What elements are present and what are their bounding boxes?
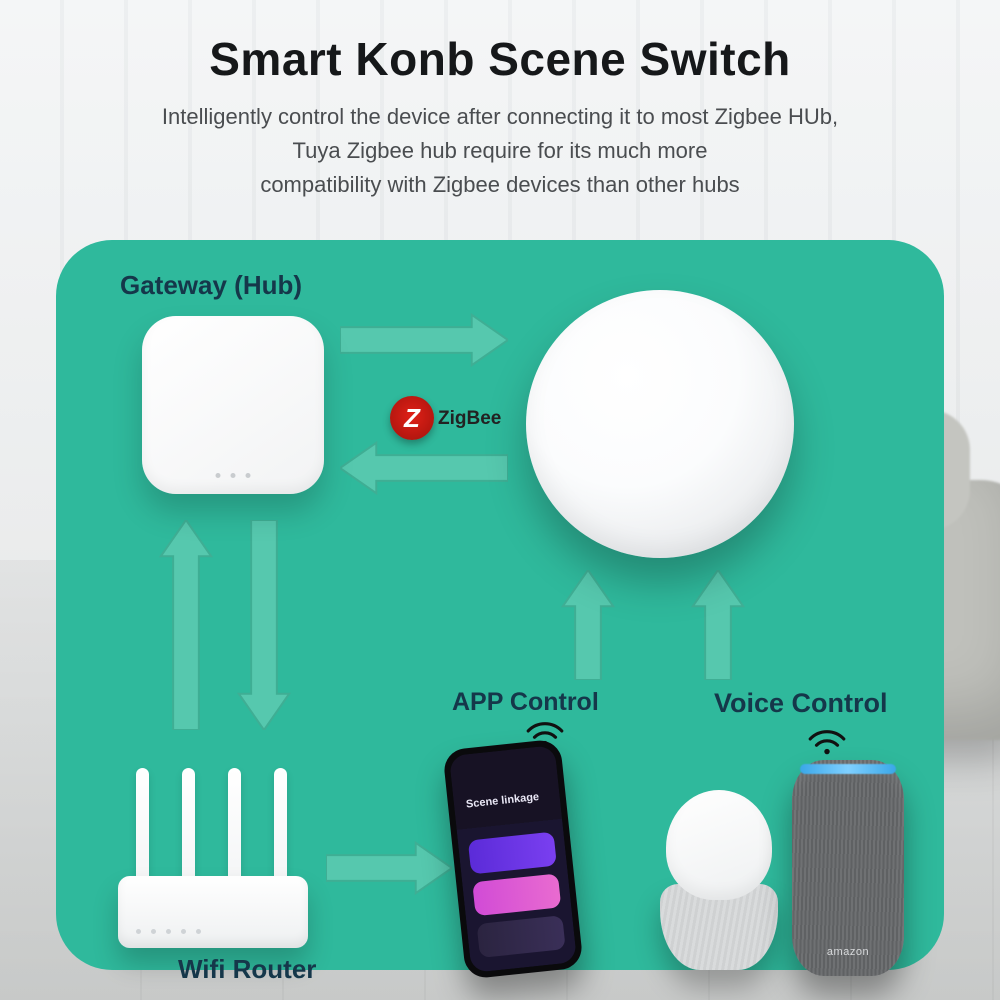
speaker-top [666,790,772,900]
wifi-icon [806,724,848,756]
page-subtitle: Intelligently control the device after c… [70,100,930,202]
google-home-speaker [660,790,778,970]
arrow-knob-to-hub-bot [340,440,508,496]
subtitle-line-2: Tuya Zigbee hub require for its much mor… [293,138,708,163]
subtitle-line-1: Intelligently control the device after c… [162,104,838,129]
zigbee-label: ZigBee [438,408,501,430]
arrow-hub-to-router-l [158,520,214,730]
label-wifi-router: Wifi Router [178,954,316,985]
phone-screen: Scene linkage [449,745,577,973]
label-gateway-hub: Gateway (Hub) [120,270,302,301]
phone-scene-row [468,832,557,875]
smart-knob-device [526,290,794,558]
arrow-router-to-hub-r [236,520,292,730]
arrow-router-to-phone [326,840,452,896]
phone-scene-row [477,915,566,958]
router-antenna [136,768,149,888]
arrow-phone-to-knob [560,570,616,680]
amazon-echo-speaker: amazon [792,760,904,976]
phone-scene-row [472,873,561,916]
router-antenna [182,768,195,888]
subtitle-line-3: compatibility with Zigbee devices than o… [260,172,739,197]
zigbee-badge-icon: Z [390,396,434,440]
hub-led-dots [216,473,251,478]
gateway-hub-device [142,316,324,494]
smartphone-device: Scene linkage [442,738,583,979]
router-antenna [228,768,241,888]
router-leds [136,929,201,934]
arrow-voice-to-knob [690,570,746,680]
router-body [118,876,308,948]
page-title: Smart Konb Scene Switch [0,32,1000,86]
label-app-control: APP Control [452,688,599,717]
phone-screen-header: Scene linkage [465,791,539,811]
amazon-logo-text: amazon [827,946,869,958]
label-voice-control: Voice Control [714,688,888,719]
router-antenna [274,768,287,888]
wifi-router-device [118,758,308,948]
arrow-hub-to-knob-top [340,312,508,368]
